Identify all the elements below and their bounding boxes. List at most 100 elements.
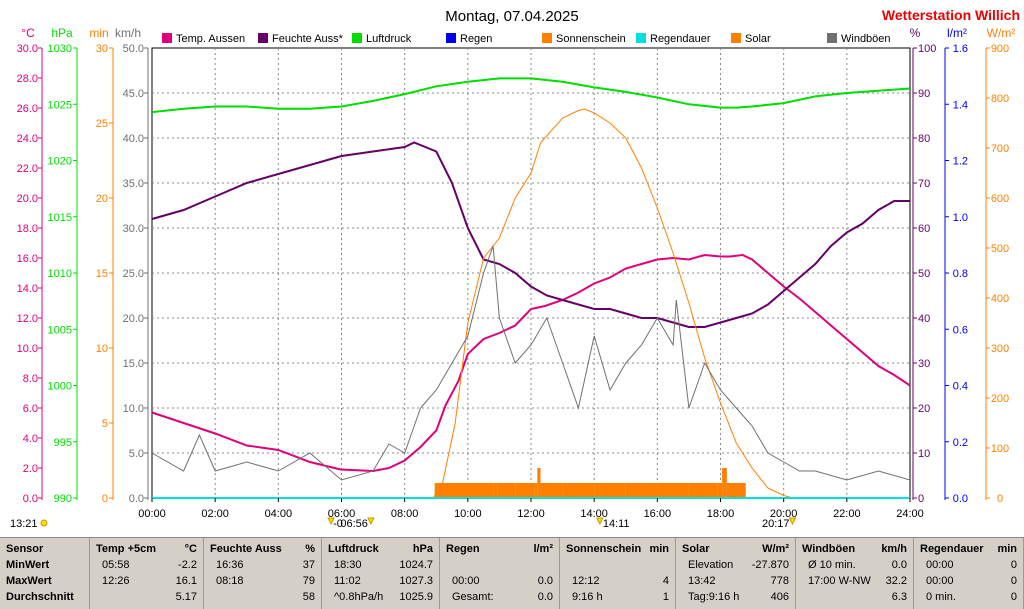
stats-cell-time: 13:42 (688, 575, 716, 587)
series-sonnenschein-bar (515, 483, 535, 498)
legend-swatch-3 (446, 33, 456, 43)
solar-tick-label: 100 (991, 443, 1009, 455)
stats-column-7: Windböen km/h Ø 10 min. 0.0 17:00 W-NW 32.2 6.… (796, 538, 914, 609)
stats-cell-value: 1 (662, 591, 669, 603)
pressure-tick-label: 1025 (48, 99, 72, 111)
stats-header: Sensor (6, 543, 44, 555)
stats-cell-time: Tag:9:16 h (688, 591, 740, 603)
unit-left-0: °C (21, 26, 35, 40)
sunrise-time: 06:56 (340, 518, 368, 530)
stats-cell-time: 00:00 (452, 575, 480, 587)
wind-tick-label: 0.0 (129, 493, 144, 505)
sun-left-time: 13:21 (10, 518, 38, 530)
stats-header: Regendauer (920, 543, 984, 555)
stats-unit: hPa (412, 543, 433, 555)
wind-tick-label: 35.0 (123, 178, 144, 190)
stats-cell-time: 12:12 (572, 575, 600, 587)
series-sonnenschein-bar (717, 483, 723, 498)
unit-left-2: min (89, 26, 108, 40)
wind-tick-label: 45.0 (123, 88, 144, 100)
moon-marker (327, 517, 335, 526)
pressure-tick-label: 1005 (48, 324, 72, 336)
series-solar (152, 108, 910, 499)
unit-right-0: % (910, 26, 921, 40)
humidity-tick-label: 0 (918, 493, 924, 505)
stats-cell-value: 0 (1010, 591, 1017, 603)
stats-unit: km/h (881, 543, 907, 555)
stats-column-2: Feuchte Auss% 16:36 37 08:18 79 58 (204, 538, 322, 609)
stats-cell-value: 0.0 (537, 591, 553, 603)
sunmin-tick-label: 5 (102, 418, 108, 430)
time-label: 00:00 (138, 508, 166, 520)
stats-cell-time: 11:02 (334, 575, 361, 587)
wind-tick-label: 5.0 (129, 448, 144, 460)
stats-column-8: Regendauer min 00:00 0 00:00 0 0 min. 0 (914, 538, 1024, 609)
sun-left-icon (40, 519, 48, 527)
time-label: 18:00 (707, 508, 735, 520)
legend-label-2: Luftdruck (366, 33, 412, 45)
time-label: 06:00 (328, 508, 356, 520)
solar-tick-label: 0 (997, 493, 1003, 505)
stats-cell-value: 37 (302, 559, 315, 571)
stats-cell-value: 406 (770, 591, 789, 603)
stats-unit: W/m² (762, 543, 789, 555)
stats-cell-value: 778 (770, 575, 789, 587)
stats-unit: min (649, 543, 669, 555)
series-sonnenschein-bar (497, 483, 516, 498)
legend-swatch-7 (827, 33, 837, 43)
sunmin-tick-label: 25 (96, 118, 108, 130)
legend-label-7: Windböen (841, 33, 891, 45)
humidity-tick-label: 50 (918, 268, 930, 280)
stats-cell-value: 0.0 (537, 575, 553, 587)
time-label: 14:00 (580, 508, 608, 520)
temp-tick-label: 16.0 (17, 253, 38, 265)
temp-tick-label: 28.0 (17, 73, 38, 85)
time-label: 20:00 (770, 508, 798, 520)
temp-tick-label: 12.0 (17, 313, 38, 325)
stats-cell-time: 17:00 W-NW (808, 575, 871, 587)
pressure-tick-label: 995 (54, 437, 72, 449)
stats-cell-time: 0 min. (926, 591, 956, 603)
stats-cell-time: Gesamt: (452, 591, 494, 603)
humidity-tick-label: 60 (918, 223, 930, 235)
temp-tick-label: 6.0 (23, 403, 38, 415)
stats-header: Feuchte Auss (210, 543, 282, 555)
temp-tick-label: 26.0 (17, 103, 38, 115)
station-name: Wetterstation Willich (882, 7, 1020, 23)
sunset-time: 20:17 (762, 518, 790, 530)
stats-cell-value: 5.17 (175, 591, 197, 603)
time-label: 10:00 (454, 508, 482, 520)
statistics-panel: Sensor MinWert MaxWert Durchschnitt Temp +5c… (0, 537, 1024, 609)
sunrise-marker (367, 517, 375, 526)
series-sonnenschein-bar (722, 468, 727, 498)
temp-tick-label: 4.0 (23, 433, 38, 445)
stats-unit: °C (184, 543, 197, 555)
stats-cell-value: 32.2 (885, 575, 907, 587)
wind-tick-label: 50.0 (123, 43, 144, 55)
rain-tick-label: 1.2 (953, 156, 968, 168)
pressure-tick-label: 1030 (48, 43, 72, 55)
stats-cell-time: 00:00 (926, 559, 954, 571)
pressure-tick-label: 990 (54, 493, 72, 505)
rain-tick-label: 0.8 (953, 268, 968, 280)
temp-tick-label: 2.0 (23, 463, 38, 475)
stats-cell-time: 18:30 (334, 559, 362, 571)
series-sonnenschein-bar (540, 483, 563, 498)
stats-cell-value: 1024.7 (399, 559, 433, 571)
stats-cell-value: 0 (1010, 575, 1017, 587)
series-luftdruck (151, 77, 911, 114)
stats-cell-time: ^0.8hPa/h (334, 591, 384, 603)
chart-title: Montag, 07.04.2025 (445, 8, 578, 25)
pressure-tick-label: 1000 (48, 381, 72, 393)
time-label: 22:00 (833, 508, 861, 520)
series-sonnenschein-bar (726, 483, 746, 498)
solar-noon-time: 14:11 (603, 518, 630, 530)
solar-tick-label: 800 (991, 93, 1009, 105)
temp-tick-label: 22.0 (17, 163, 38, 175)
solar-tick-label: 300 (991, 343, 1009, 355)
stats-column-0: Sensor MinWert MaxWert Durchschnitt (0, 538, 90, 609)
stats-header: Solar (682, 543, 710, 555)
unit-left-3: km/h (115, 26, 141, 40)
sunmin-tick-label: 20 (96, 193, 108, 205)
series-sonnenschein-bar (562, 483, 595, 498)
